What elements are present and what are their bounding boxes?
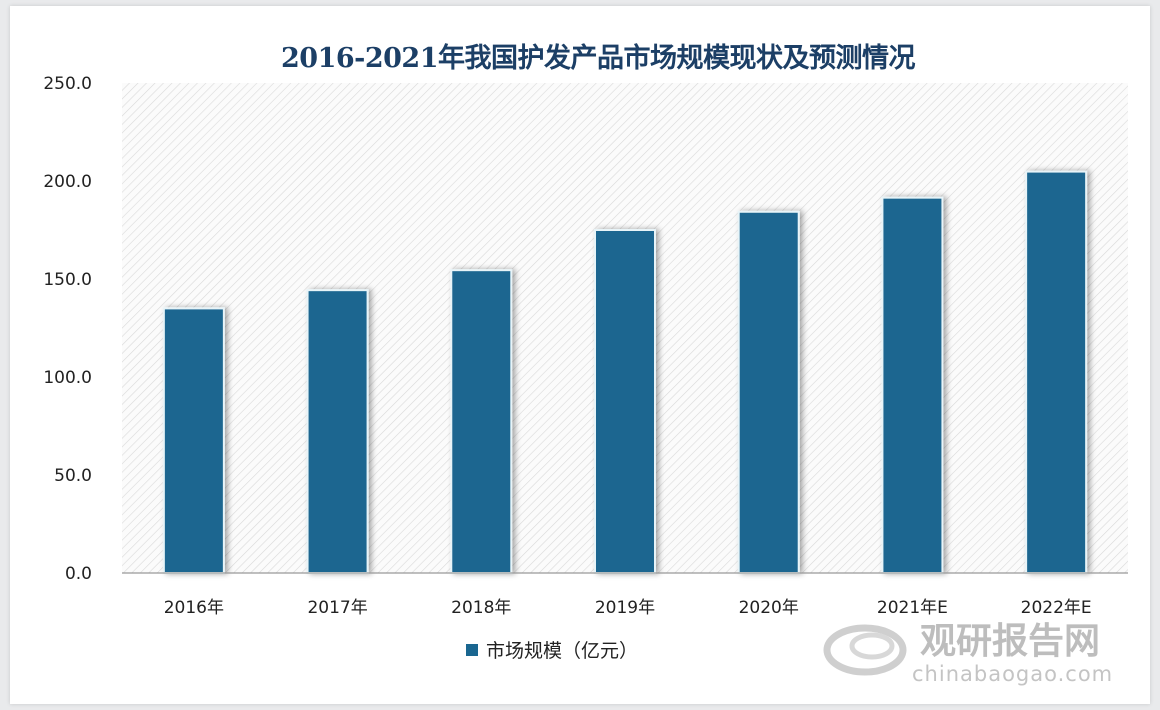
bar-2021年E — [881, 196, 944, 574]
watermark-url: chinabaogao.com — [912, 662, 1114, 686]
watermark-swirl-icon — [823, 624, 907, 676]
bar-2017年 — [306, 289, 369, 574]
y-tick-label: 150.0 — [43, 270, 92, 290]
bar-2019年 — [594, 229, 656, 574]
y-tick-label: 0.0 — [65, 564, 92, 584]
chart-title: 2016-2021年我国护发产品市场规模现状及预测情况 — [281, 43, 916, 74]
x-tick-label: 2019年 — [595, 598, 655, 618]
y-tick-label: 50.0 — [54, 466, 92, 486]
watermark-name: 观研报告网 — [920, 621, 1101, 662]
x-tick-label: 2022年E — [1021, 598, 1092, 618]
legend: 市场规模（亿元） — [466, 636, 638, 663]
y-tick-label: 100.0 — [43, 368, 92, 388]
x-tick-label: 2021年E — [877, 598, 948, 618]
x-tick-label: 2017年 — [307, 598, 367, 618]
bar-2016年 — [162, 307, 225, 574]
legend-swatch — [466, 643, 478, 656]
bar-2022年E — [1025, 170, 1088, 574]
x-tick-label: 2016年 — [164, 598, 224, 618]
y-tick-label: 200.0 — [43, 172, 92, 192]
x-tick-label: 2018年 — [451, 598, 511, 618]
legend-label: 市场规模（亿元） — [486, 640, 639, 662]
bar-2018年 — [450, 269, 513, 574]
y-tick-label: 250.0 — [43, 74, 92, 94]
bar-2020年 — [737, 210, 800, 574]
x-tick-label: 2020年 — [739, 598, 799, 618]
